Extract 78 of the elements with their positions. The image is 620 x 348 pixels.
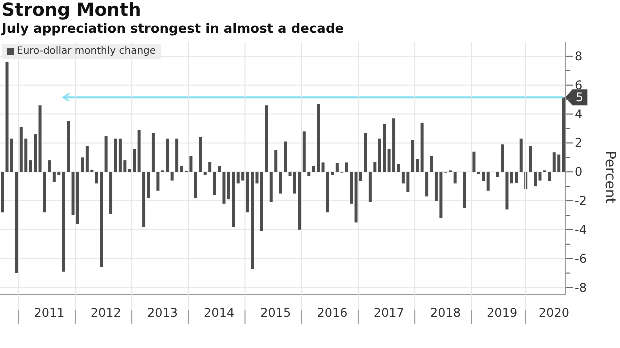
bar <box>302 132 306 172</box>
bar <box>138 130 141 172</box>
bar <box>420 122 424 172</box>
bar <box>218 166 222 172</box>
bar <box>472 152 476 172</box>
y-tick-label: -2 <box>575 194 587 208</box>
bar <box>110 172 113 214</box>
bar <box>142 172 146 228</box>
bar <box>368 172 372 202</box>
bar <box>345 162 348 172</box>
bar <box>279 172 282 194</box>
x-tick-label: 2019 <box>487 306 518 320</box>
bar <box>350 172 354 204</box>
y-tick-label: 6 <box>575 78 583 92</box>
bar <box>364 133 368 172</box>
bar <box>374 162 377 172</box>
bar <box>270 172 273 202</box>
bar <box>222 172 226 204</box>
bar <box>496 172 500 178</box>
bar <box>520 138 523 172</box>
bar <box>426 172 429 197</box>
bar <box>260 172 264 232</box>
x-tick-label: 2015 <box>260 306 292 320</box>
y-tick-label: -6 <box>575 252 587 266</box>
bar <box>1 172 4 213</box>
bar <box>38 106 42 172</box>
y-tick-label: 0 <box>575 165 583 180</box>
bar <box>43 172 46 213</box>
chart-title: Strong Month <box>2 0 142 21</box>
x-tick-label: 2017 <box>374 306 404 320</box>
bar <box>114 138 118 172</box>
bar <box>199 137 202 172</box>
bar <box>548 172 552 182</box>
x-tick-label: 2018 <box>430 306 461 320</box>
bar <box>265 106 268 172</box>
bar <box>463 172 466 208</box>
bar <box>322 162 325 172</box>
bar <box>176 138 179 172</box>
bar <box>204 172 207 176</box>
bar <box>486 172 490 191</box>
x-tick-label: 2011 <box>34 306 65 320</box>
bar <box>15 172 18 274</box>
bar <box>274 150 278 172</box>
y-tick-label: 4 <box>575 107 583 122</box>
bar <box>529 146 532 172</box>
bar <box>81 158 84 172</box>
x-tick-label: 2014 <box>204 306 235 320</box>
chart-subtitle: July appreciation strongest in almost a decade <box>2 22 344 37</box>
bar <box>62 172 66 272</box>
x-tick-label: 2013 <box>147 306 178 320</box>
bar <box>506 172 509 210</box>
bar <box>156 172 160 191</box>
bar <box>336 163 339 172</box>
x-tick-label: 2020 <box>538 306 570 320</box>
bar <box>501 144 504 172</box>
bar <box>213 172 216 196</box>
x-tick-label: 2012 <box>90 306 122 320</box>
bar <box>308 172 311 176</box>
bar <box>430 156 434 172</box>
bar <box>67 122 70 172</box>
bar <box>454 172 457 184</box>
y-axis-title: Percent <box>601 151 618 206</box>
bar <box>534 172 538 187</box>
ref-line-label: 5 <box>576 90 584 105</box>
bar <box>104 136 108 172</box>
y-tick-label: 8 <box>575 49 583 64</box>
bar <box>152 133 155 172</box>
bar <box>147 172 150 198</box>
legend-label: Euro-dollar monthly change <box>16 46 156 57</box>
bar <box>194 172 198 198</box>
bar <box>48 160 52 172</box>
y-tick-label: -4 <box>575 222 587 237</box>
bar <box>208 162 212 172</box>
x-tick-label: 2016 <box>317 306 348 320</box>
bar <box>170 172 174 181</box>
y-tick-label: 2 <box>575 136 583 150</box>
bar <box>284 142 288 172</box>
y-tick-label: -8 <box>575 280 587 295</box>
